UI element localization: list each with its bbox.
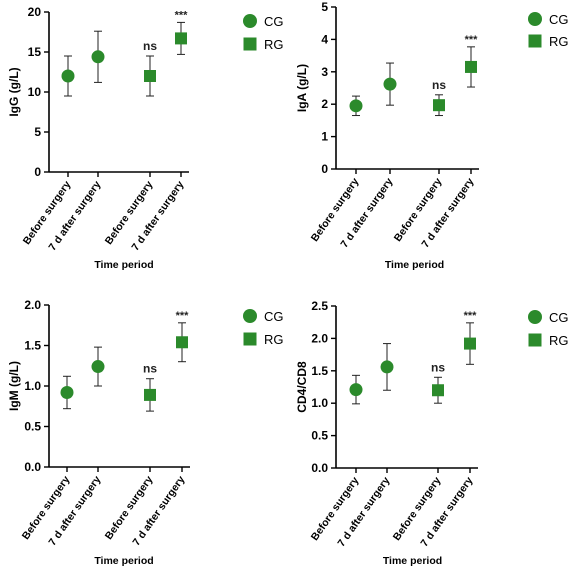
- cg-circle-marker: [383, 77, 397, 91]
- y-tick-label: 15: [28, 45, 42, 59]
- cg-circle-marker: [61, 69, 75, 83]
- y-axis-label: IgA (g/L): [295, 64, 309, 112]
- data-point-rg: ns: [143, 362, 157, 412]
- data-point-rg: ***: [464, 310, 478, 365]
- y-tick-label: 2.5: [311, 299, 328, 313]
- y-tick-label: 20: [28, 5, 42, 19]
- legend: CG RG: [243, 309, 284, 347]
- rg-square-marker: [432, 384, 444, 397]
- cg-circle-marker: [60, 385, 74, 399]
- y-axis-label: IgM (g/L): [7, 361, 21, 411]
- significance-annotation: ns: [143, 362, 157, 376]
- cg-circle-marker: [91, 50, 105, 64]
- significance-annotation: ***: [465, 34, 479, 46]
- y-tick-label: 1: [321, 130, 328, 144]
- rg-square-marker: [175, 32, 187, 45]
- legend-rg-marker: [528, 34, 542, 48]
- y-tick-label: 0.0: [311, 461, 328, 475]
- legend-cg-marker: [243, 14, 257, 28]
- legend-cg-marker: [243, 309, 257, 323]
- legend-cg-label: CG: [549, 12, 569, 27]
- cg-circle-marker: [349, 99, 363, 113]
- rg-square-marker: [176, 336, 188, 349]
- data-point-cg: [91, 30, 105, 83]
- rg-square-marker: [144, 388, 156, 401]
- y-tick-label: 1.5: [311, 364, 328, 378]
- y-tick-label: 1.5: [24, 339, 41, 353]
- data-point-cg: [349, 374, 363, 405]
- y-tick-label: 0: [321, 162, 328, 176]
- data-point-cg: [60, 375, 74, 410]
- y-tick-label: 4: [321, 32, 328, 46]
- significance-annotation: ns: [431, 360, 445, 374]
- legend-rg-label: RG: [549, 34, 569, 49]
- legend-rg-label: RG: [264, 37, 284, 52]
- legend-cg-label: CG: [264, 309, 284, 324]
- legend-cg-label: CG: [549, 310, 569, 325]
- legend-rg-label: RG: [264, 332, 284, 347]
- x-axis-label: Time period: [385, 259, 444, 271]
- data-point-cg: [349, 95, 363, 117]
- y-tick-label: 5: [34, 125, 41, 139]
- y-tick-label: 0.5: [311, 429, 328, 443]
- legend-cg-marker: [528, 310, 542, 324]
- y-axis-label: CD4/CD8: [295, 361, 309, 413]
- significance-annotation: ***: [175, 9, 189, 21]
- data-point-rg: ns: [143, 39, 157, 97]
- x-axis-label: Time period: [94, 259, 153, 271]
- legend: CG RG: [243, 14, 284, 52]
- x-axis-label: Time period: [94, 555, 153, 567]
- x-axis-label: Time period: [383, 555, 442, 567]
- legend-rg-marker: [243, 332, 257, 346]
- significance-annotation: ns: [432, 78, 446, 92]
- significance-annotation: ns: [143, 39, 157, 53]
- legend-cg-marker: [528, 12, 542, 26]
- legend: CG RG: [528, 310, 569, 348]
- legend-rg-marker: [528, 333, 542, 347]
- data-point-rg: ***: [175, 9, 189, 55]
- y-tick-label: 5: [321, 0, 328, 14]
- y-tick-label: 0: [34, 165, 41, 179]
- data-point-cg: [61, 55, 75, 97]
- y-axis-label: IgG (g/L): [7, 67, 21, 116]
- significance-annotation: ***: [464, 310, 478, 322]
- y-tick-label: 10: [28, 85, 42, 99]
- data-point-cg: [91, 346, 105, 387]
- legend: CG RG: [528, 12, 569, 49]
- data-point-rg: ns: [431, 360, 445, 404]
- legend-rg-label: RG: [549, 333, 569, 348]
- rg-square-marker: [433, 99, 445, 112]
- y-tick-label: 0.0: [24, 460, 41, 474]
- legend-rg-marker: [243, 37, 257, 51]
- y-tick-label: 2.0: [311, 331, 328, 345]
- data-point-cg: [383, 62, 397, 106]
- significance-annotation: ***: [176, 310, 190, 322]
- data-point-rg: ***: [176, 310, 190, 363]
- y-tick-label: 1.0: [311, 396, 328, 410]
- y-tick-label: 1.0: [24, 379, 41, 393]
- rg-square-marker: [465, 60, 477, 73]
- y-tick-label: 2: [321, 97, 328, 111]
- data-point-cg: [380, 343, 394, 391]
- y-tick-label: 3: [321, 65, 328, 79]
- rg-square-marker: [144, 70, 156, 82]
- data-point-rg: ***: [465, 34, 479, 88]
- y-tick-label: 0.5: [24, 420, 41, 434]
- data-point-rg: ns: [432, 78, 446, 117]
- rg-square-marker: [464, 337, 476, 350]
- cg-circle-marker: [380, 360, 394, 374]
- legend-cg-label: CG: [264, 14, 284, 29]
- cg-circle-marker: [349, 383, 363, 397]
- cg-circle-marker: [91, 360, 105, 374]
- y-tick-label: 2.0: [24, 298, 41, 312]
